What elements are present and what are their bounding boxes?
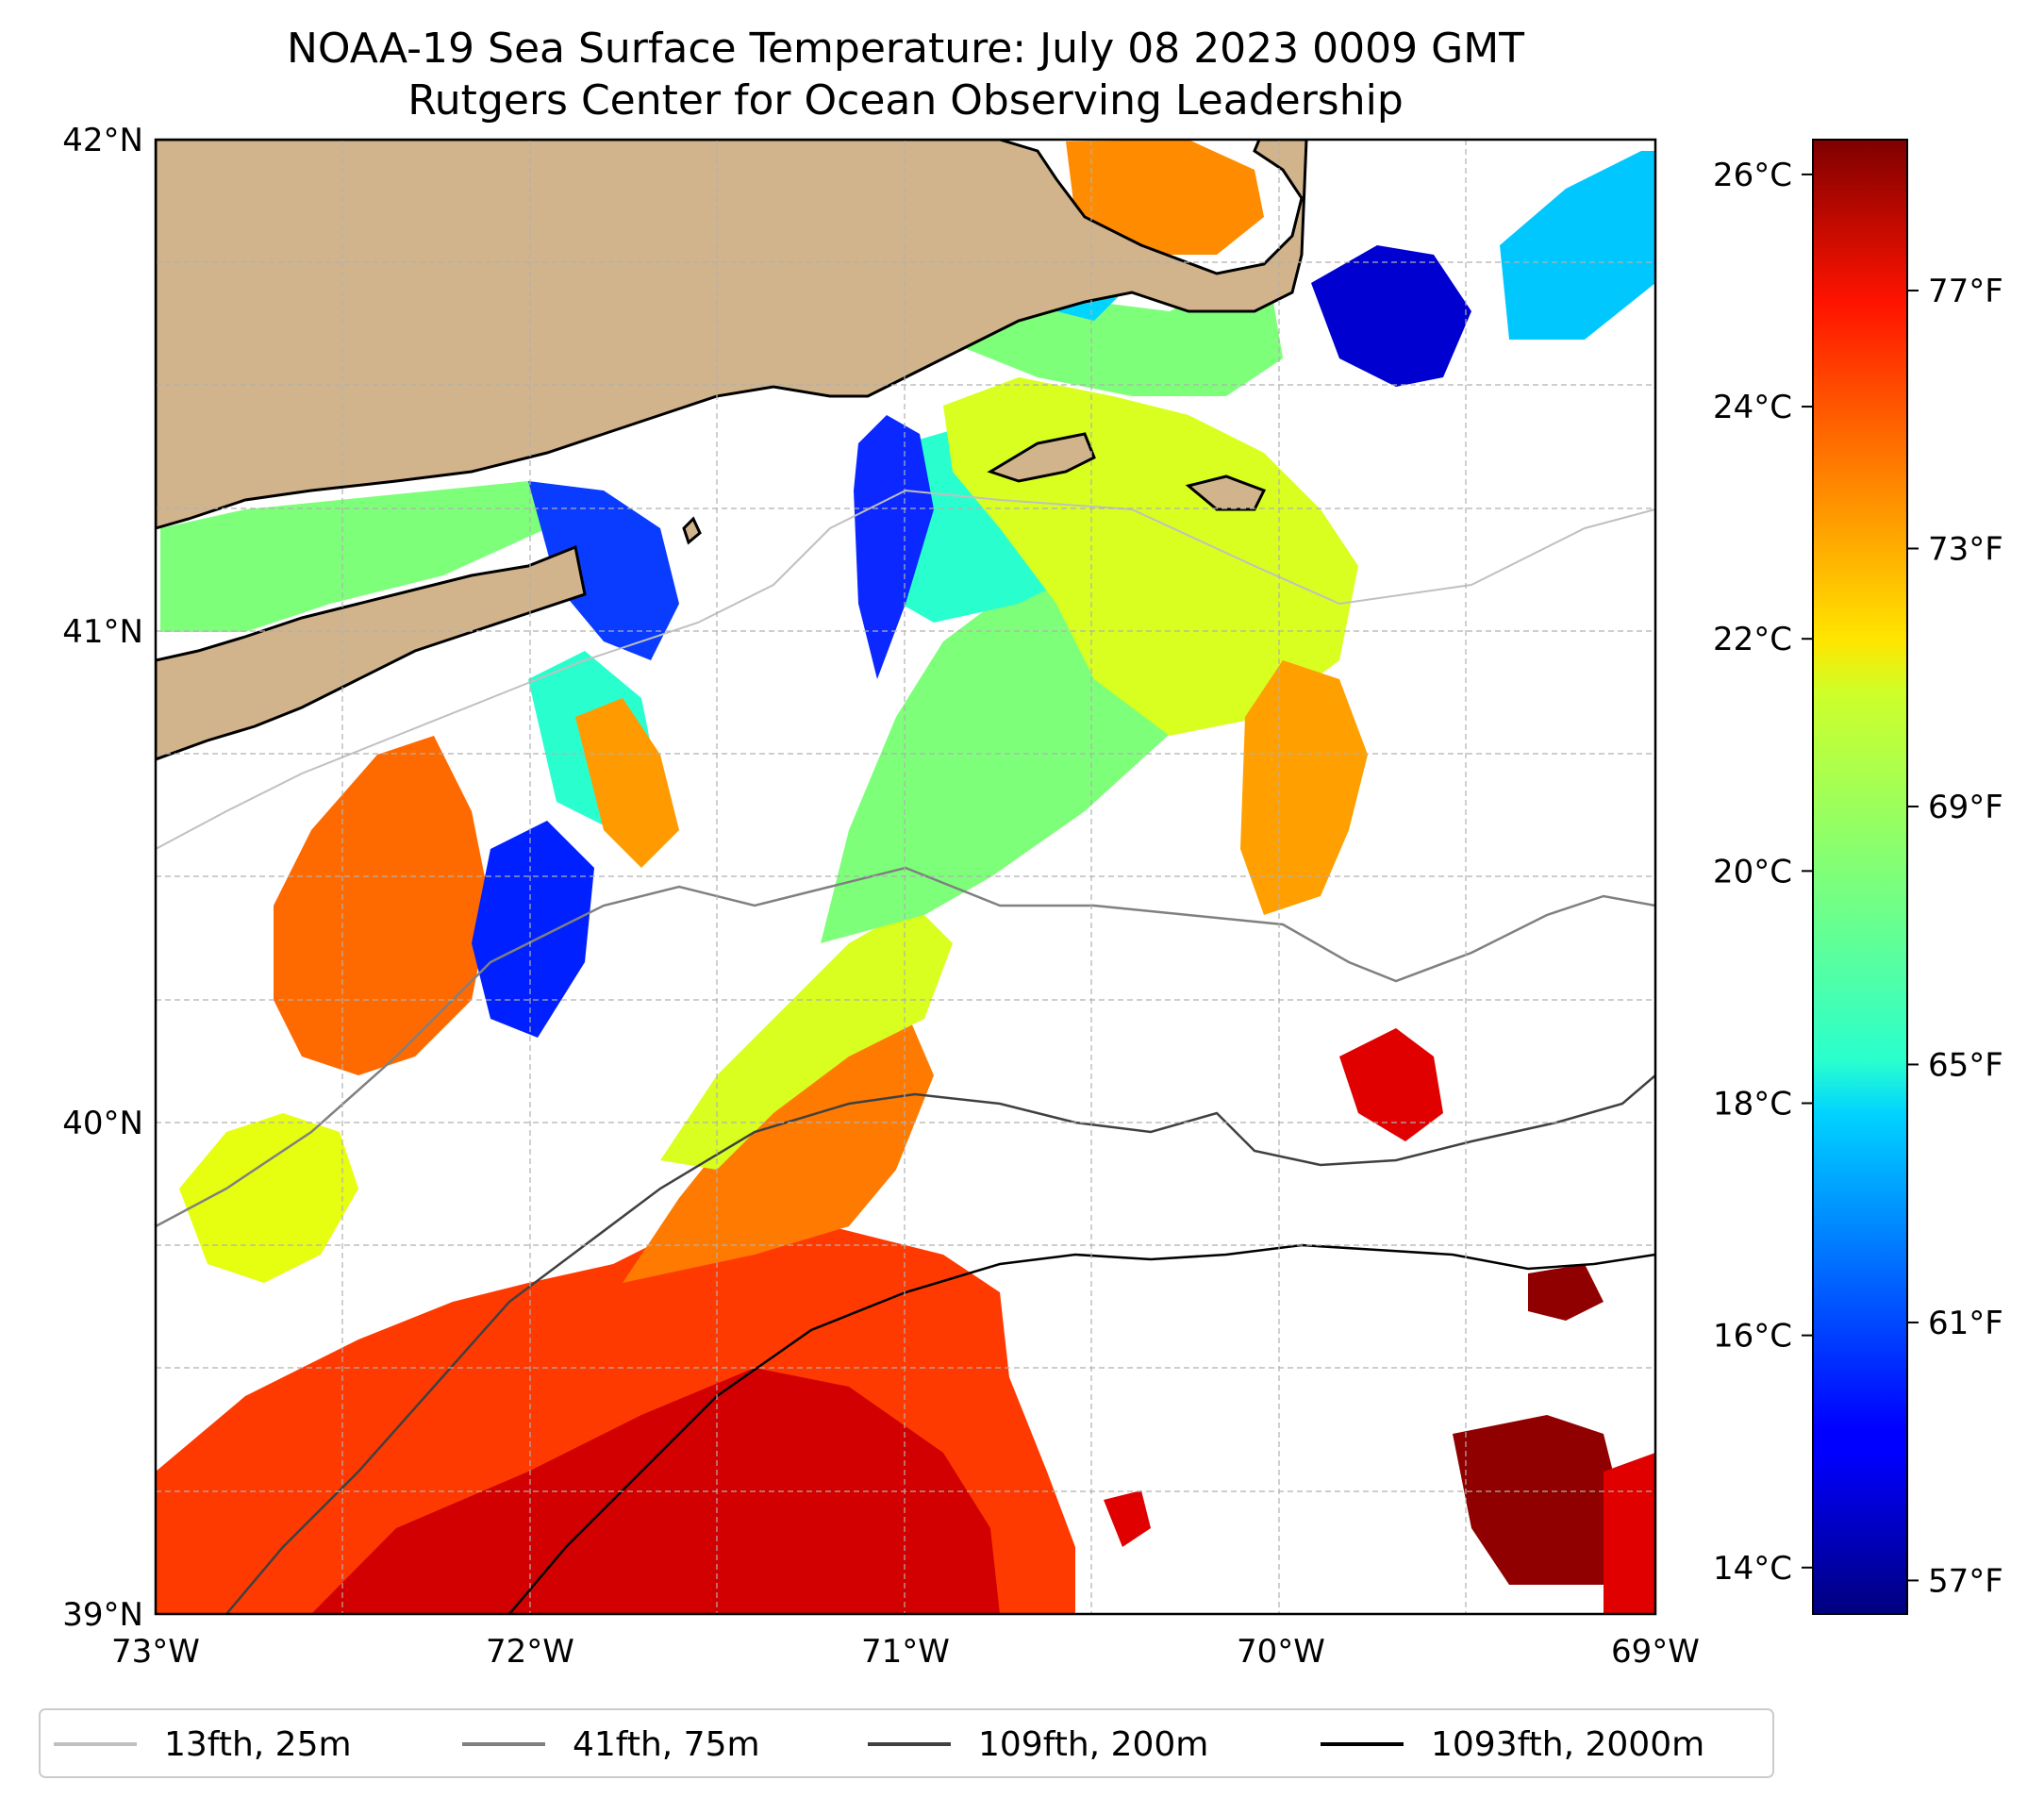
map-panel — [156, 140, 1655, 1614]
sst-patch-cyan-gom — [1500, 151, 1655, 340]
sst-patch-red-east — [1339, 1028, 1443, 1141]
lon-tick-label: 69°W — [1611, 1633, 1700, 1671]
colorbar-fahrenheit-ticks: 57°F 61°F 65°F 69°F 73°F 77°F — [1907, 273, 2003, 1600]
lat-tick-label: 41°N — [62, 613, 143, 651]
colorbar-celsius-label: 22°C — [1713, 621, 1792, 658]
colorbar-celsius-label: 20°C — [1713, 853, 1792, 890]
sst-patch-red-small — [1104, 1490, 1151, 1547]
bathymetry-contours — [156, 489, 1655, 1614]
land-new-england — [156, 140, 1308, 530]
land-martha-vineyard — [987, 432, 1096, 483]
lat-tick-label: 40°N — [62, 1105, 143, 1142]
colorbar-celsius-label: 18°C — [1713, 1085, 1792, 1123]
sst-patch-blue-li — [528, 481, 679, 660]
land-layer — [156, 140, 1308, 761]
colorbar: 14°C 16°C 18°C 20°C 22°C 24°C 26°C 57°F 61°F 65°… — [1713, 139, 2003, 1615]
colorbar-gradient — [1812, 139, 1908, 1615]
lon-tick-label: 72°W — [486, 1633, 574, 1671]
sst-patch-darkred-east2 — [1528, 1264, 1604, 1321]
contour-200m — [225, 1074, 1655, 1614]
legend-label-75m: 41fth, 75m — [573, 1725, 760, 1764]
legend-label-25m: 13fth, 25m — [164, 1725, 352, 1764]
map-frame — [154, 138, 1657, 1616]
contour-25m — [156, 489, 1655, 850]
lon-tick-labels: 73°W 72°W 71°W 70°W 69°W — [111, 1633, 1700, 1671]
sst-patch-red-se — [1604, 1453, 1655, 1614]
sst-patch-yellow-west — [179, 1113, 358, 1283]
colorbar-celsius-label: 16°C — [1713, 1318, 1792, 1356]
title-line-2: Rutgers Center for Ocean Observing Leade… — [407, 76, 1404, 125]
map-gridlines — [156, 140, 1655, 1614]
lon-tick-label: 70°W — [1237, 1633, 1325, 1671]
contour-2000m — [508, 1243, 1655, 1614]
sst-patch-capecod-bay — [1066, 140, 1264, 255]
sst-patch-orange-east — [1240, 660, 1368, 915]
colorbar-fahrenheit-label: 57°F — [1928, 1562, 2003, 1600]
colorbar-fahrenheit-label: 73°F — [1928, 530, 2003, 568]
colorbar-fahrenheit-label: 69°F — [1928, 789, 2003, 826]
lat-tick-label: 39°N — [62, 1596, 143, 1634]
colorbar-celsius-label: 14°C — [1713, 1550, 1792, 1588]
legend-label-2000m: 1093fth, 2000m — [1431, 1725, 1704, 1764]
land-nantucket — [1185, 474, 1267, 511]
colorbar-celsius-ticks: 14°C 16°C 18°C 20°C 22°C 24°C 26°C — [1713, 157, 1813, 1588]
lon-tick-label: 71°W — [861, 1633, 950, 1671]
legend-label-200m: 109fth, 200m — [978, 1725, 1208, 1764]
sst-patch-orange-mid — [623, 1009, 934, 1283]
sst-patch-blue-central — [854, 415, 934, 679]
lon-tick-label: 73°W — [111, 1633, 200, 1671]
sst-patch-darkred-east — [1453, 1415, 1622, 1585]
land-long-island — [156, 544, 587, 761]
contour-legend: 13fth, 25m 41fth, 75m 109fth, 200m 1093f… — [39, 1708, 1774, 1778]
colorbar-fahrenheit-label: 65°F — [1928, 1046, 2003, 1084]
sst-patch-li-sound — [160, 481, 547, 632]
colorbar-fahrenheit-label: 61°F — [1928, 1305, 2003, 1342]
sst-patch-orange-west2 — [575, 698, 679, 868]
sst-patch-blue-gom — [1311, 245, 1471, 387]
contour-75m — [156, 866, 1655, 1228]
colorbar-fahrenheit-label: 77°F — [1928, 273, 2003, 310]
colorbar-celsius-label: 24°C — [1713, 389, 1792, 426]
lat-tick-label: 42°N — [62, 122, 143, 159]
sst-patch-blue-west — [472, 821, 594, 1038]
title-line-1: NOAA-19 Sea Surface Temperature: July 08… — [287, 25, 1524, 73]
colorbar-celsius-label: 26°C — [1713, 157, 1792, 194]
lat-tick-labels: 39°N 40°N 41°N 42°N — [62, 122, 143, 1634]
land-block-island — [682, 516, 702, 545]
sst-patch-orange-west — [274, 736, 490, 1075]
sst-patch-yellow-mid — [660, 906, 953, 1170]
